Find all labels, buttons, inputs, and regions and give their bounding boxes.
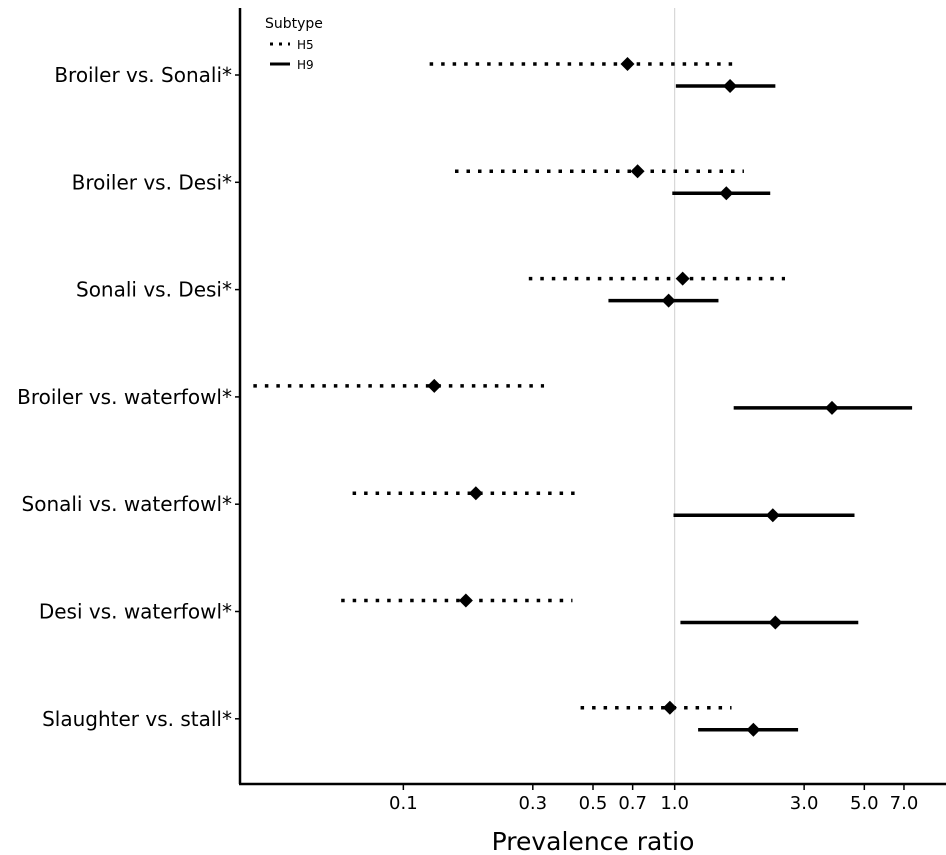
estimate-point-h5 — [458, 593, 473, 608]
estimate-point-h5 — [620, 57, 635, 71]
x-ticks: 0.1 0.3 0.5 0.7 1.0 3.0 5.0 7.0 — [389, 784, 918, 814]
legend: Subtype H5 H9 — [265, 16, 323, 72]
estimate-point-h5 — [662, 700, 677, 715]
estimate-point-h9 — [661, 293, 676, 308]
category-label: Broiler vs. waterfowl* — [17, 385, 232, 409]
estimate-point-h5 — [630, 164, 645, 179]
x-tick-label: 0.1 — [389, 793, 418, 814]
estimate-point-h9 — [746, 722, 761, 737]
category-label: Desi vs. waterfowl* — [39, 600, 232, 624]
legend-label-h9: H9 — [297, 58, 314, 72]
legend-label-h5: H5 — [297, 38, 314, 52]
x-tick-label: 3.0 — [790, 793, 819, 814]
estimate-point-h5 — [468, 486, 483, 501]
estimate-point-h5 — [675, 271, 690, 286]
estimate-point-h9 — [723, 79, 738, 93]
x-tick-label: 7.0 — [890, 793, 919, 814]
estimate-point-h9 — [765, 508, 780, 523]
estimate-point-h9 — [768, 615, 783, 630]
x-tick-label: 0.5 — [579, 793, 608, 814]
plot-marks — [253, 57, 913, 737]
category-label: Broiler vs. Sonali* — [54, 63, 232, 87]
category-label: Broiler vs. Desi* — [72, 170, 232, 194]
estimate-point-h5 — [427, 378, 442, 393]
x-tick-label: 1.0 — [660, 793, 689, 814]
category-label: Sonali vs. waterfowl* — [22, 492, 232, 516]
x-tick-label: 5.0 — [850, 793, 879, 814]
x-tick-label: 0.7 — [618, 793, 647, 814]
estimate-point-h9 — [824, 400, 839, 415]
category-label: Sonali vs. Desi* — [76, 278, 232, 302]
y-labels: Broiler vs. Sonali* Broiler vs. Desi* Sona… — [17, 63, 240, 731]
category-label: Slaughter vs. stall* — [42, 707, 232, 731]
legend-title: Subtype — [265, 16, 323, 32]
x-axis-title: Prevalence ratio — [492, 827, 695, 855]
x-tick-label: 0.3 — [518, 793, 547, 814]
estimate-point-h9 — [719, 186, 734, 201]
